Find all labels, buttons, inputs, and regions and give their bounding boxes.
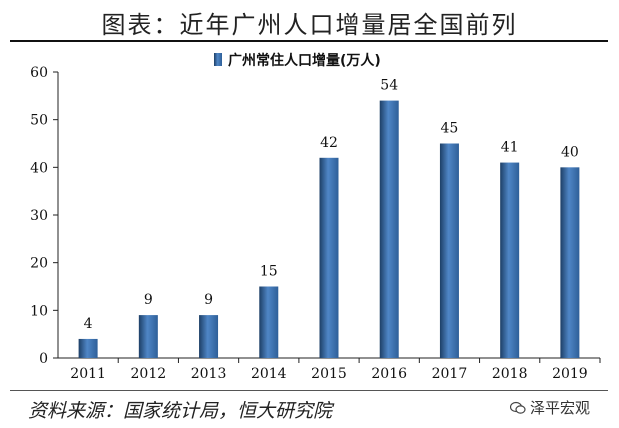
y-tick-label: 20	[30, 256, 48, 272]
chart-bars: 4 9 9 15 42 54 45 41 40	[78, 78, 580, 358]
legend-swatch	[214, 53, 222, 66]
y-tick-label: 0	[39, 351, 48, 367]
bar	[319, 157, 339, 358]
y-tick-label: 10	[30, 303, 48, 319]
x-tick-label: 2014	[251, 366, 287, 382]
legend-label: 广州常住人口增量(万人)	[228, 52, 381, 69]
data-label: 54	[380, 78, 398, 94]
chart-legend: 广州常住人口增量(万人)	[214, 52, 381, 69]
data-label: 9	[204, 292, 213, 308]
bar	[259, 286, 279, 358]
y-tick-label: 30	[30, 208, 48, 224]
bar	[379, 100, 399, 358]
data-label: 40	[561, 144, 579, 160]
figure-title: 图表：近年广州人口增量居全国前列	[101, 11, 518, 39]
data-label: 45	[441, 121, 459, 137]
title-divider	[10, 40, 608, 42]
data-label: 15	[260, 264, 278, 280]
x-tick-label: 2015	[311, 366, 347, 382]
x-tick-label: 2012	[131, 366, 167, 382]
wechat-icon	[510, 401, 526, 414]
data-label: 9	[144, 292, 153, 308]
x-tick-label: 2013	[191, 366, 227, 382]
x-tick-label: 2019	[552, 366, 588, 382]
y-tick-label: 60	[30, 65, 48, 81]
y-tick-label: 50	[30, 113, 48, 129]
bar	[138, 315, 158, 358]
x-tick-label: 2017	[432, 366, 468, 382]
data-label: 4	[84, 316, 93, 332]
bar	[500, 162, 520, 358]
x-tick-label: 2016	[371, 366, 407, 382]
data-label: 42	[320, 135, 338, 151]
y-tick-label: 40	[30, 160, 48, 176]
data-label: 41	[501, 140, 519, 156]
x-tick-label: 2011	[70, 366, 106, 382]
x-tick-label: 2018	[492, 366, 528, 382]
bottom-divider	[10, 390, 608, 391]
watermark: 泽平宏观	[510, 397, 590, 418]
source-note: 资料来源：国家统计局，恒大研究院	[28, 400, 333, 422]
bar	[78, 338, 98, 358]
bar	[560, 167, 580, 358]
bar	[199, 315, 219, 358]
watermark-text: 泽平宏观	[530, 399, 591, 417]
bar	[439, 143, 459, 358]
